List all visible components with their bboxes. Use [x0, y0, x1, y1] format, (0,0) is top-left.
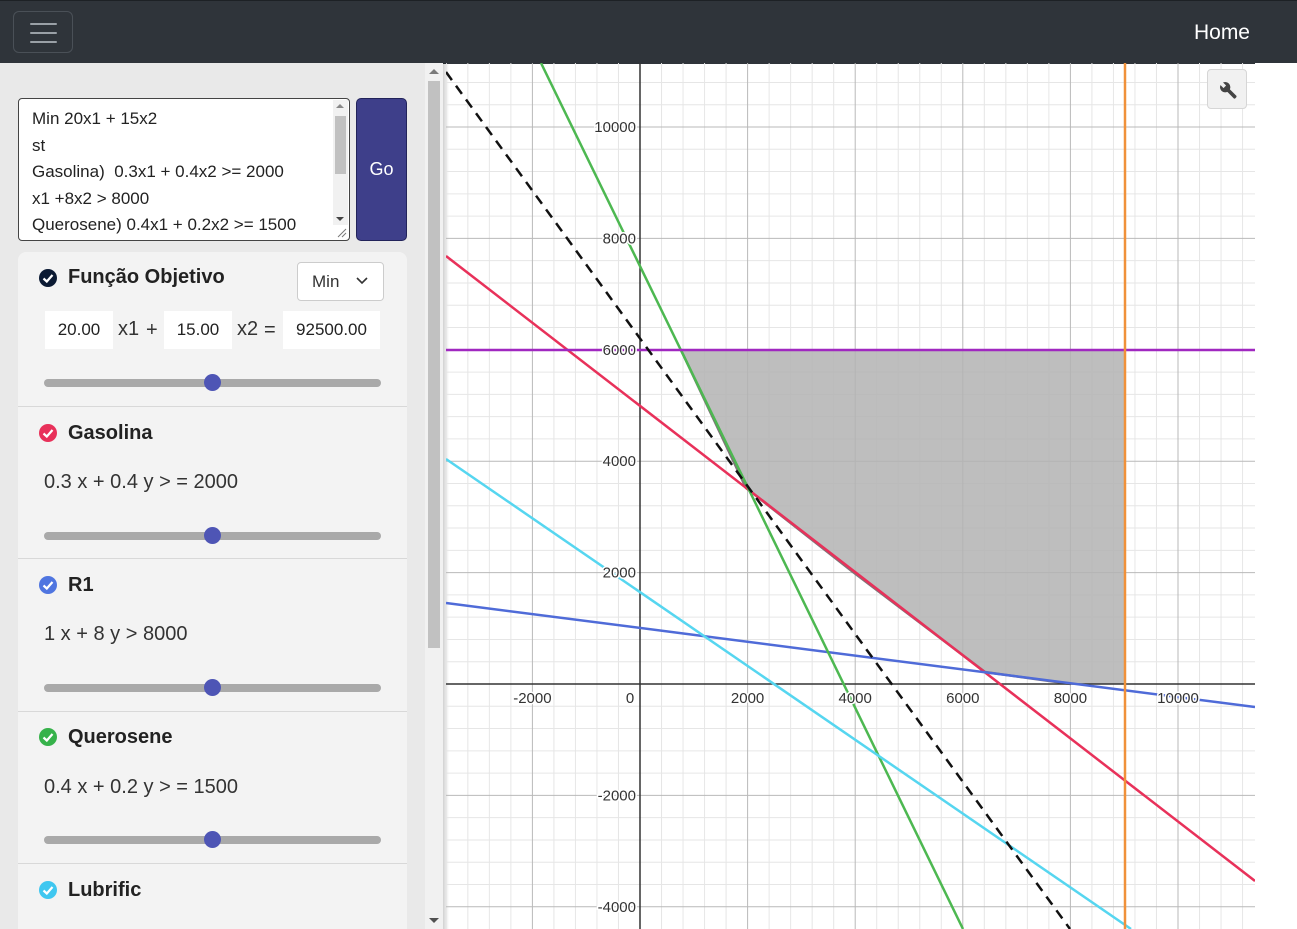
graph-svg[interactable]: -2000 0 2000 4000 6000 8000 10000 10000 8000 6000… [446, 63, 1255, 929]
constraint-expression: 0.4 x + 0.2 y > = 1500 [44, 776, 239, 798]
y-tick-label: 10000 [594, 119, 636, 136]
model-line: x1 +8x2 > 8000 [32, 189, 150, 208]
check-icon[interactable] [39, 269, 57, 287]
go-button[interactable]: Go [356, 98, 407, 241]
constraint-slider[interactable] [44, 527, 381, 544]
slider-knob[interactable] [204, 374, 221, 391]
check-icon[interactable] [39, 881, 57, 899]
coef1-input[interactable]: 20.00 [45, 311, 113, 349]
hamburger-icon-bar [30, 23, 57, 25]
constraint-panel-lubrific: Lubrific [18, 864, 407, 929]
model-line: Querosene) 0.4x1 + 0.2x2 >= 1500 [32, 215, 297, 234]
constraint-panel-gasolina: Gasolina 0.3 x + 0.4 y > = 2000 [18, 407, 407, 559]
hamburger-menu-button[interactable] [13, 11, 73, 53]
objective-title: Função Objetivo [68, 266, 225, 288]
y-tick-label: 6000 [603, 342, 636, 359]
model-textarea[interactable]: Min 20x1 + 15x2 st Gasolina) 0.3x1 + 0.4… [18, 98, 350, 241]
model-line: Min 20x1 + 15x2 [32, 109, 158, 128]
var2-label: x2 [237, 318, 259, 340]
sense-select-value: Min [312, 272, 340, 291]
x-tick-label: 4000 [839, 690, 872, 707]
y-tick-label: 2000 [603, 565, 636, 582]
right-margin [1255, 63, 1297, 929]
textarea-scroll-thumb[interactable] [335, 116, 346, 174]
slider-knob[interactable] [204, 527, 221, 544]
textarea-scrollbar[interactable] [333, 100, 348, 225]
graph-settings-button[interactable] [1207, 69, 1247, 109]
model-line: Gasolina) 0.3x1 + 0.4x2 >= 2000 [32, 162, 284, 181]
scroll-up-icon[interactable] [429, 69, 439, 74]
navbar: Home [0, 0, 1297, 64]
resize-handle-icon[interactable] [337, 228, 347, 238]
constraint-expression: 0.3 x + 0.4 y > = 2000 [44, 471, 239, 493]
constraint-title: Querosene [68, 726, 173, 748]
line-r1 [446, 601, 1255, 709]
feasible-region [681, 350, 1125, 684]
axes [446, 63, 1255, 929]
y-tick-label: 4000 [603, 453, 636, 470]
constraint-title: Gasolina [68, 422, 153, 444]
y-tick-label: 8000 [603, 230, 636, 247]
y-tick-label: -4000 [598, 899, 636, 916]
check-icon[interactable] [39, 424, 57, 442]
objective-value-input[interactable]: 92500.00 [283, 311, 380, 349]
constraint-panel-r1: R1 1 x + 8 y > 8000 [18, 559, 407, 712]
home-link[interactable]: Home [1193, 21, 1250, 44]
constraint-slider[interactable] [44, 679, 381, 696]
slider-knob[interactable] [204, 831, 221, 848]
objective-slider[interactable] [44, 374, 381, 391]
var1-label: x1 [118, 318, 140, 340]
check-icon[interactable] [39, 576, 57, 594]
equals-label: = [264, 319, 276, 341]
coef2-input[interactable]: 15.00 [164, 311, 232, 349]
objective-line [446, 71, 1072, 929]
x-tick-label: 2000 [731, 690, 764, 707]
x-tick-label: 6000 [946, 690, 979, 707]
check-icon[interactable] [39, 728, 57, 746]
scroll-up-icon[interactable] [336, 104, 344, 108]
constraint-panel-querosene: Querosene 0.4 x + 0.2 y > = 1500 [18, 712, 407, 864]
line-gasolina [446, 255, 1255, 882]
constraint-slider[interactable] [44, 831, 381, 848]
hamburger-icon-bar [30, 32, 57, 34]
hamburger-icon-bar [30, 41, 57, 43]
scroll-down-icon[interactable] [336, 217, 344, 221]
line-lubrific [446, 457, 1132, 929]
chevron-down-icon [356, 277, 368, 285]
plus-label: + [146, 319, 158, 341]
x-tick-label: 10000 [1157, 690, 1199, 707]
graph-canvas[interactable]: -2000 0 2000 4000 6000 8000 10000 10000 8000 6000… [446, 63, 1255, 929]
sidebar-scrollbar[interactable] [425, 63, 443, 929]
objective-panel: Função Objetivo Min 20.00 x1 + 15.00 x2 … [18, 252, 407, 407]
scroll-down-icon[interactable] [429, 918, 439, 923]
constraint-title: Lubrific [68, 879, 142, 901]
x-tick-label: 0 [626, 690, 634, 707]
x-tick-label: -2000 [513, 690, 551, 707]
axis-labels: -2000 0 2000 4000 6000 8000 10000 10000 8000 6000… [512, 118, 1201, 918]
constraint-expression: 1 x + 8 y > 8000 [44, 623, 188, 645]
line-querosene [539, 63, 965, 929]
slider-knob[interactable] [204, 679, 221, 696]
sidebar-scroll-thumb[interactable] [428, 81, 440, 648]
x-tick-label: 8000 [1054, 690, 1087, 707]
y-tick-label: -2000 [598, 787, 636, 804]
wrench-icon [1219, 81, 1237, 99]
sense-select[interactable]: Min [297, 262, 384, 301]
model-line: st [32, 136, 46, 155]
constraint-title: R1 [68, 574, 94, 596]
